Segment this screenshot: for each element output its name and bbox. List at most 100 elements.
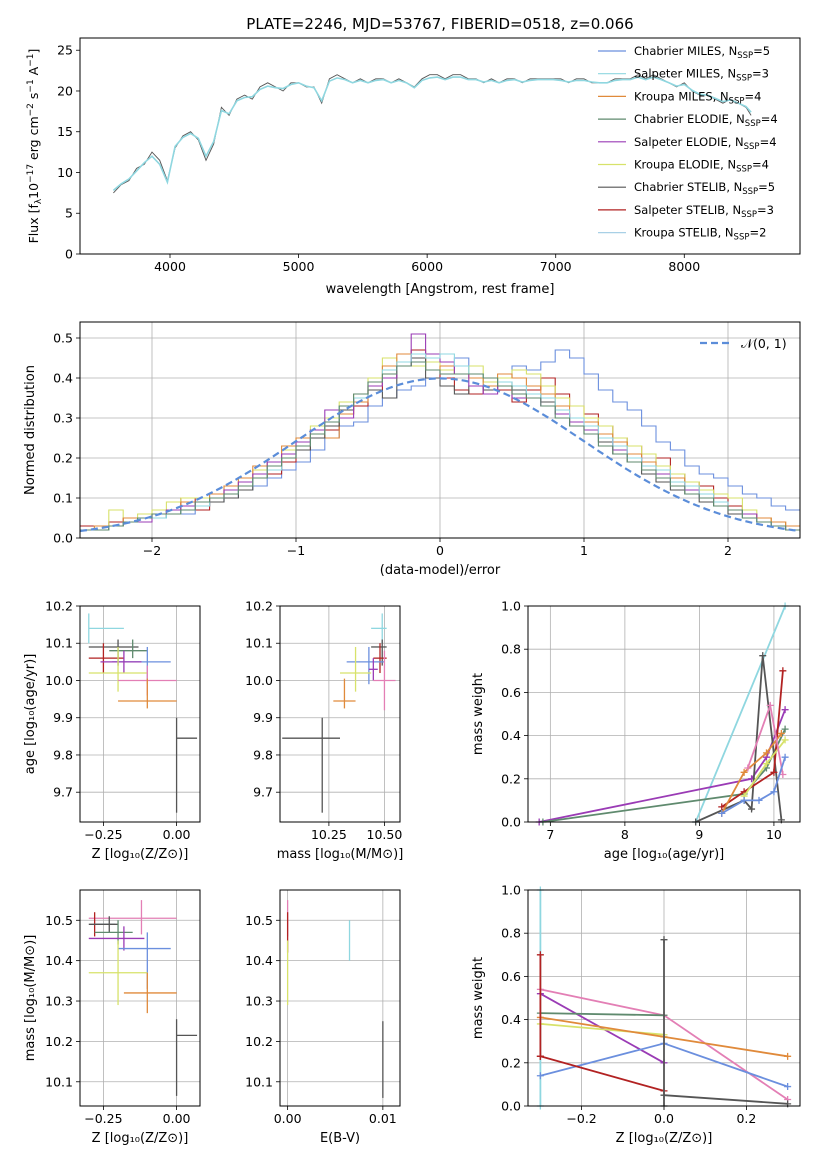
weight-marker [777, 729, 785, 737]
legend-label-sub: SSP [741, 210, 757, 220]
y-tick-label: 10.1 [45, 636, 73, 651]
legend-label-suffix: =5 [753, 44, 770, 58]
x-tick-label: −2 [143, 543, 161, 558]
x-axis-label: Z [log₁₀(Z/Z⊙)] [616, 1131, 713, 1146]
weight-marker [779, 770, 787, 778]
y-tick-label: 0.4 [53, 371, 73, 386]
legend-label-main: Chabrier ELODIE, N [634, 112, 745, 126]
weight-marker [770, 788, 778, 796]
weight-marker [766, 701, 774, 709]
y-axis-label-part: erg cm [26, 116, 41, 164]
y-tick-label: 9.8 [253, 747, 273, 762]
mass-vs-ebv-frame [279, 889, 401, 1107]
x-axis-label: age [log₁₀(age/yr)] [604, 847, 725, 862]
legend-label-suffix: =4 [752, 158, 769, 172]
figure-title: PLATE=2246, MJD=53767, FIBERID=0518, z=0… [246, 15, 633, 33]
legend-label: Kroupa MILES, NSSP=4 [634, 89, 761, 106]
y-tick-label: 10.2 [245, 1034, 273, 1049]
y-tick-label: 25 [57, 43, 73, 58]
x-axis-label: wavelength [Angstrom, rest frame] [326, 282, 555, 297]
x-tick-label: −0.25 [84, 1111, 122, 1126]
y-axis-label-part: Flux [f [26, 204, 41, 244]
axes-group: 4000 5000 6000 7000 80000510152025wavelength… [23, 37, 801, 1146]
y-tick-label: 0 [65, 247, 73, 262]
y-tick-label: 15 [57, 124, 73, 139]
legend-label-main: Kroupa ELODIE, N [634, 158, 736, 172]
massweight-vs-z-axes: −0.2 0.0 0.2 0.0 0.2 0.4 0.6 0.8 1.0 Z [log₁₀(Z/Z… [471, 883, 800, 1146]
weight-marker [536, 1072, 544, 1080]
y-tick-label: 9.7 [53, 785, 73, 800]
weight-line-Chabrier STELIB [663, 1094, 788, 1105]
y-tick-label: 9.9 [53, 710, 73, 725]
y-tick-label: 0.0 [53, 531, 73, 546]
y-tick-label: 0.4 [501, 1012, 521, 1027]
x-tick-label: 0.01 [369, 1111, 397, 1126]
y-tick-label: 0.2 [501, 771, 521, 786]
weight-marker [718, 803, 726, 811]
x-axis-label: mass [log₁₀(M/M⊙)] [277, 847, 404, 862]
y-tick-label: 0.4 [501, 728, 521, 743]
y-tick-label: 1.0 [501, 599, 521, 614]
y-axis-label: mass weight [471, 673, 486, 755]
mass-vs-z-axes: −0.25 0.00 10.1 10.2 10.3 10.4 10.5 Z [log₁₀(Z/… [23, 890, 200, 1146]
x-axis-label: Z [log₁₀(Z/Z⊙)] [92, 847, 189, 862]
x-tick-label: 9 [695, 827, 703, 842]
weight-marker [740, 768, 748, 776]
weight-marker [762, 749, 770, 757]
x-tick-label: 8 [621, 827, 629, 842]
x-tick-label: 4000 [154, 259, 186, 274]
weight-marker [744, 764, 752, 772]
legend-label-sub: SSP [736, 74, 752, 84]
weight-line-Salpeter STELIB [540, 1055, 665, 1092]
weight-marker [781, 753, 789, 761]
y-axis-label: Flux [fλ10−17 erg cm−2 s−1 A−1] [26, 49, 44, 244]
weight-marker [784, 1052, 792, 1060]
weight-marker [660, 936, 668, 944]
weight-line-Chabrier ELODIE [540, 1012, 665, 1017]
legend-label-suffix: =4 [761, 112, 778, 126]
y-axis-label: age [log₁₀(age/yr)] [23, 654, 38, 775]
age-vs-z-frame [79, 605, 201, 823]
x-tick-label: 10.25 [311, 827, 347, 842]
y-axis-label: mass [log₁₀(M/M⊙)] [23, 935, 38, 1062]
x-tick-label: 1 [580, 543, 588, 558]
weight-marker [536, 951, 544, 959]
y-tick-label: 10.1 [245, 636, 273, 651]
legend-label-sub: SSP [734, 233, 750, 243]
x-tick-label: 6000 [411, 259, 443, 274]
legend-label: Salpeter STELIB, NSSP=3 [634, 203, 774, 220]
legend-label-suffix: =3 [752, 67, 769, 81]
legend-label-suffix: =4 [760, 135, 777, 149]
legend-label-main: Salpeter STELIB, N [634, 203, 741, 217]
y-tick-label: 0.3 [53, 411, 73, 426]
x-tick-label: 0 [436, 543, 444, 558]
y-tick-label: 10.5 [45, 913, 73, 928]
y-axis-label-part: A [26, 66, 41, 79]
y-tick-label: 9.8 [53, 747, 73, 762]
x-tick-label: −0.25 [84, 827, 122, 842]
x-tick-label: 7000 [540, 259, 572, 274]
weight-marker [779, 667, 787, 675]
hist-series-Chabrier ELODIE [80, 361, 800, 531]
legend-label: Chabrier STELIB, NSSP=5 [634, 180, 775, 197]
legend-label-main: Salpeter ELODIE, N [634, 135, 744, 149]
spectrum-axes: 4000 5000 6000 7000 8000 0 5 10 15 20 25 wavelength… [26, 43, 778, 297]
y-axis-label-part: ] [26, 49, 41, 54]
legend-label-suffix: =2 [749, 226, 766, 240]
weight-line-Chabrier ELODIE [542, 728, 786, 822]
legend-label-sub: SSP [742, 187, 758, 197]
massweight-vs-z-frame [527, 889, 801, 1107]
y-tick-label: 10.4 [45, 953, 73, 968]
y-tick-label: 10.3 [245, 994, 273, 1009]
weight-marker [762, 760, 770, 768]
mass-vs-z-frame [79, 889, 201, 1107]
legend-label-sub: SSP [744, 142, 760, 152]
weight-marker [740, 796, 748, 804]
weight-line-Chabrier STELIB [695, 655, 783, 822]
legend-label-main: Chabrier MILES, N [634, 44, 737, 58]
x-tick-label: 2 [724, 543, 732, 558]
x-tick-label: 10 [766, 827, 782, 842]
y-axis-label-part: −1 [26, 54, 36, 67]
x-tick-label: 10.50 [367, 827, 403, 842]
